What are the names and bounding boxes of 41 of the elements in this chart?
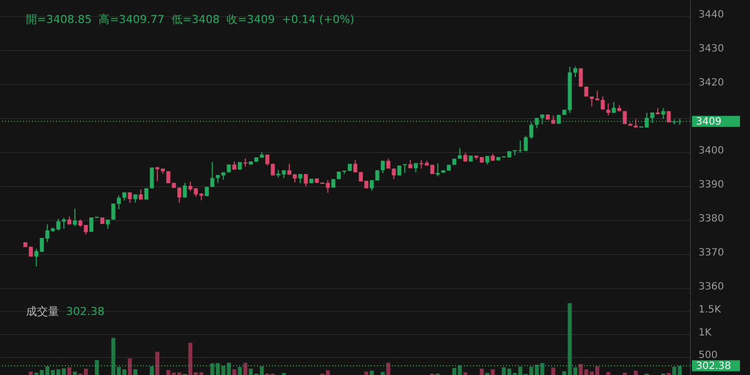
y-tick-label: 3380 [698,213,724,224]
candlestick [606,102,610,116]
candlestick [106,219,110,230]
candlestick [265,154,270,166]
y-tick-label: 1.5K [698,304,722,316]
y-tick-label: 3370 [698,247,724,258]
annotation: 收=3409 [226,13,275,26]
candlestick [661,108,666,120]
candlestick [397,165,402,176]
annotation: 開=3408.85 [26,13,92,26]
y-tick-label: 3420 [698,77,724,88]
candlestick [402,164,407,174]
candlestick [666,110,671,123]
candlestick [210,161,214,188]
y-tick-label: 3360 [698,281,724,292]
annotation: 302.38 [66,305,104,318]
candlestick [380,160,385,174]
candlestick [622,110,627,125]
candlestick [612,101,616,114]
annotation: +0.14 (+0%) [282,13,354,26]
candlestick [62,217,66,230]
candlestick [304,174,308,187]
candlestick [182,182,187,198]
candlestick [414,162,418,173]
y-tick-label: 3400 [698,145,724,156]
annotation: 低=3408 [171,13,220,26]
candlestick [150,167,154,189]
y-tick-label: 500 [698,350,718,362]
ref-line-label: 3409 [696,116,722,128]
candlestick [392,168,396,180]
candlestick [529,122,534,140]
y-tick-label: 3430 [698,43,724,54]
ref-line-label: 302.38 [696,360,731,372]
y-tick-label: 1K [698,327,712,338]
candlestick [72,208,77,227]
text: 成交量 [26,305,59,318]
annotation: 高=3409.77 [98,13,164,26]
candlestick [573,66,578,78]
y-tick-label: 3390 [698,179,724,190]
candlestick [298,174,302,184]
y-tick-label: 3440 [698,9,724,20]
